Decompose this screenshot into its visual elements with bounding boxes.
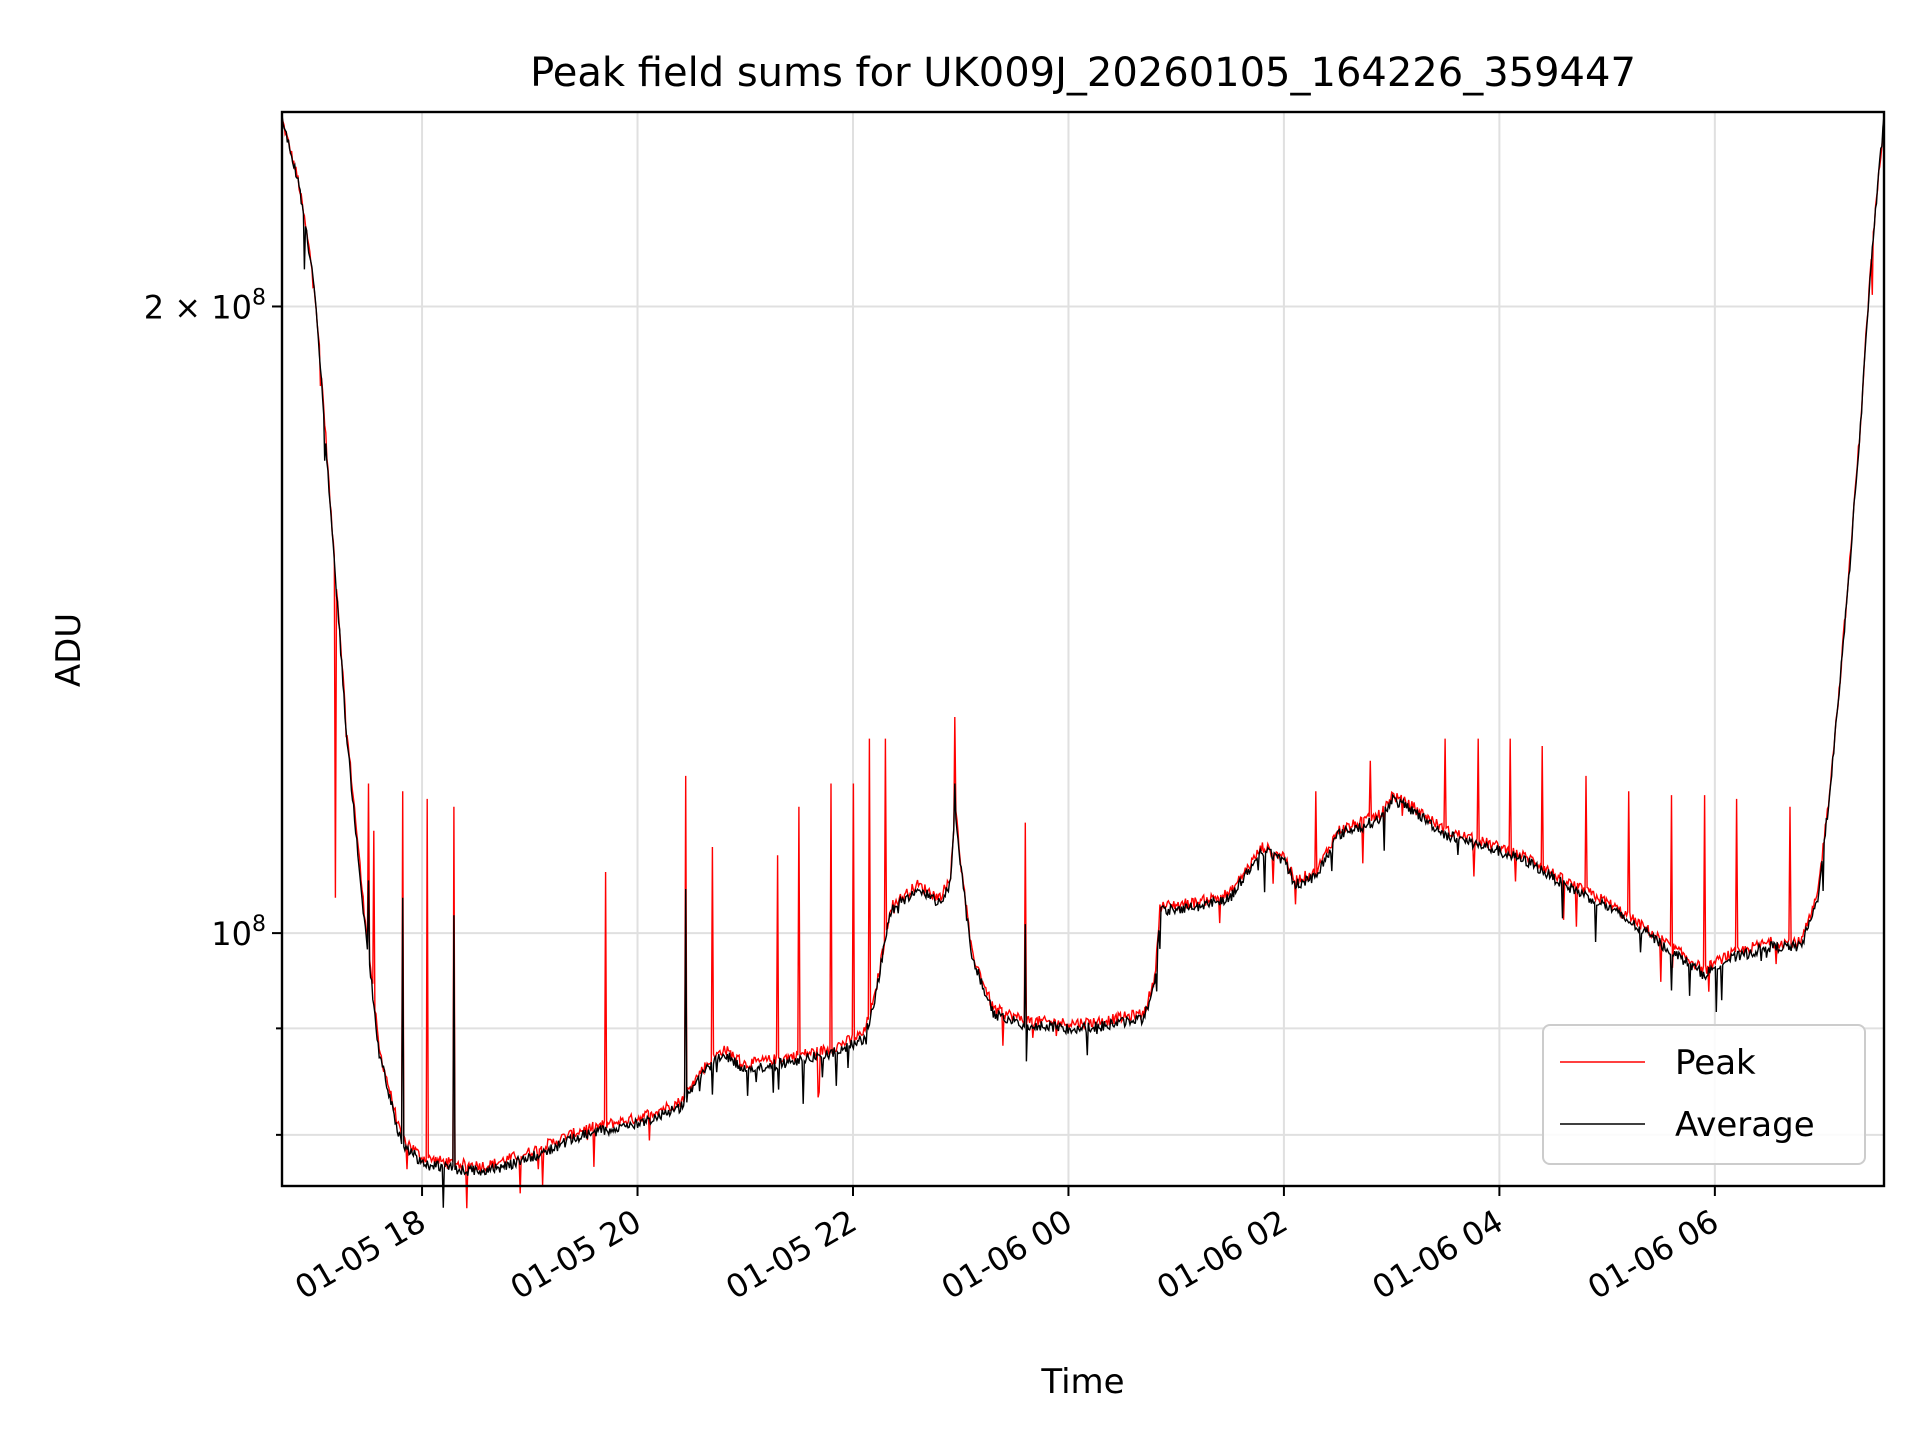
- legend-box: [1542, 1024, 1866, 1165]
- legend-label-average: Average: [1675, 1105, 1815, 1145]
- legend: Peak Average: [1542, 1024, 1866, 1165]
- legend-label-peak: Peak: [1675, 1043, 1756, 1083]
- x-tick-label: 01-06 04: [1366, 1202, 1510, 1307]
- y-axis-ticks: 108 2 × 108: [144, 285, 282, 1136]
- x-tick-label: 01-06 06: [1581, 1202, 1725, 1307]
- x-tick-label: 01-05 20: [504, 1202, 648, 1307]
- x-tick-label: 01-06 02: [1150, 1202, 1294, 1307]
- x-tick-label: 01-05 18: [288, 1202, 432, 1307]
- x-axis-label: Time: [1040, 1362, 1124, 1402]
- x-tick-label: 01-05 22: [719, 1202, 863, 1307]
- y-tick-label: 2 × 108: [144, 285, 266, 326]
- plot-frame: [280, 110, 1886, 1188]
- y-axis-label: ADU: [49, 613, 89, 687]
- x-tick-label: 01-06 00: [935, 1202, 1079, 1307]
- plot-series: [281, 114, 1885, 1209]
- x-axis-ticks: 01-05 18 01-05 20 01-05 22 01-06 00 01-06 02…: [288, 1186, 1725, 1307]
- y-tick-label: 108: [211, 912, 266, 953]
- series-line-average: [281, 114, 1885, 1208]
- chart-title: Peak field sums for UK009J_20260105_1642…: [530, 50, 1636, 96]
